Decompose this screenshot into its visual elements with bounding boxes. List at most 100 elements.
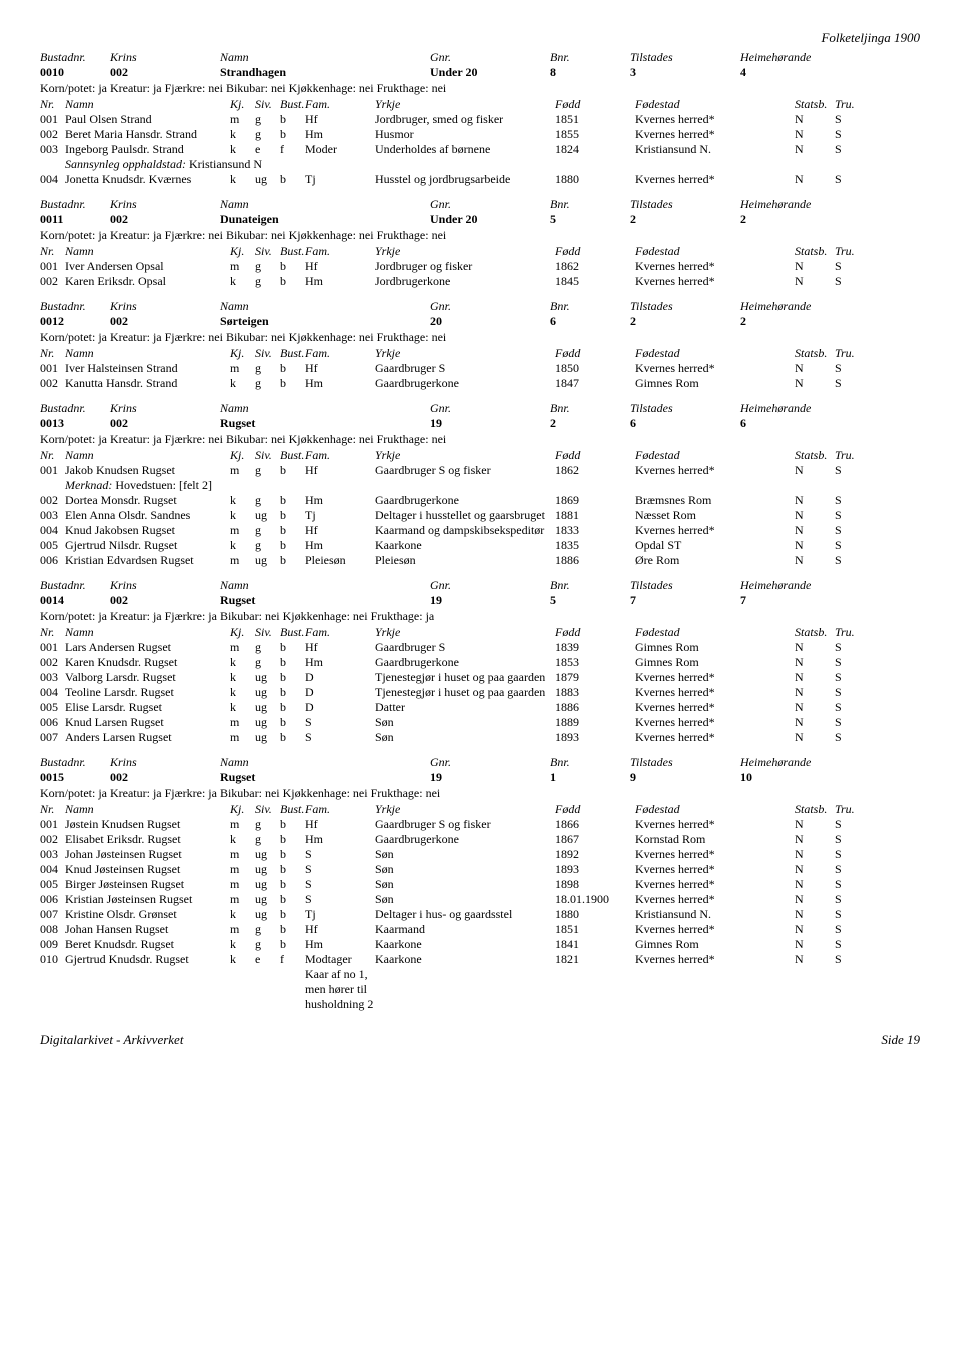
person-namn: Knud Jakobsen Rugset — [65, 523, 230, 538]
label-siv: Siv. — [255, 244, 280, 259]
person-tru: S — [835, 493, 860, 508]
person-kj: m — [230, 892, 255, 907]
person-fam: Hf — [305, 640, 375, 655]
person-fodestad: Kvernes herred* — [635, 172, 795, 187]
person-siv: ug — [255, 685, 280, 700]
val-bnr: 6 — [550, 314, 630, 329]
person-bust: b — [280, 817, 305, 832]
person-fodestad: Gimnes Rom — [635, 640, 795, 655]
person-fam: Hf — [305, 817, 375, 832]
person-fodd: 1893 — [555, 862, 635, 877]
label-krins: Krins — [110, 755, 220, 770]
person-kj: m — [230, 523, 255, 538]
person-namn: Iver Halsteinsen Strand — [65, 361, 230, 376]
label-namn: Namn — [220, 401, 430, 416]
person-tru: S — [835, 274, 860, 289]
person-header-labels: Nr.NamnKj.Siv.Bust.Fam.YrkjeFøddFødestad… — [40, 448, 920, 463]
val-tilstades: 2 — [630, 212, 740, 227]
person-kj: m — [230, 463, 255, 478]
person-fodestad: Kvernes herred* — [635, 700, 795, 715]
person-fodd: 1881 — [555, 508, 635, 523]
person-row: 001Jakob Knudsen RugsetmgbHfGaardbruger … — [40, 463, 920, 478]
person-row: 006Knud Larsen RugsetmugbSSøn1889Kvernes… — [40, 715, 920, 730]
person-statsb: N — [795, 274, 835, 289]
label-gnr: Gnr. — [430, 50, 550, 65]
person-row: 005Gjertrud Nilsdr. RugsetkgbHmKaarkone1… — [40, 538, 920, 553]
person-tru: S — [835, 376, 860, 391]
person-bust: b — [280, 670, 305, 685]
label-bustnr: Bustadnr. — [40, 197, 110, 212]
val-gnr: 20 — [430, 314, 550, 329]
person-fodestad: Opdal ST — [635, 538, 795, 553]
person-kj: m — [230, 715, 255, 730]
label-fodd: Fødd — [555, 448, 635, 463]
person-namn: Gjertrud Nilsdr. Rugset — [65, 538, 230, 553]
person-siv: e — [255, 142, 280, 157]
person-fodestad: Kvernes herred* — [635, 112, 795, 127]
person-fam: Hm — [305, 655, 375, 670]
label-siv: Siv. — [255, 625, 280, 640]
label-gnr: Gnr. — [430, 755, 550, 770]
person-nr: 003 — [40, 508, 65, 523]
person-namn: Valborg Larsdr. Rugset — [65, 670, 230, 685]
person-tru: S — [835, 832, 860, 847]
val-krins: 002 — [110, 212, 220, 227]
person-nr: 001 — [40, 259, 65, 274]
person-kj: k — [230, 172, 255, 187]
person-fam: S — [305, 730, 375, 745]
person-row: 004Knud Jøsteinsen RugsetmugbSSøn1893Kve… — [40, 862, 920, 877]
person-fam: Hm — [305, 937, 375, 952]
person-bust: b — [280, 907, 305, 922]
val-bustnr: 0013 — [40, 416, 110, 431]
val-bustnr: 0010 — [40, 65, 110, 80]
person-statsb: N — [795, 376, 835, 391]
person-nr: 004 — [40, 862, 65, 877]
person-namn: Jøstein Knudsen Rugset — [65, 817, 230, 832]
household-header-values: 0010002StrandhagenUnder 20834 — [40, 65, 920, 80]
person-yrkje: Kaarmand — [375, 922, 555, 937]
person-yrkje: Deltager i husstellet og gaarsbruget — [375, 508, 555, 523]
person-fam: S — [305, 715, 375, 730]
label-nr: Nr. — [40, 244, 65, 259]
person-yrkje: Tjenestegjør i huset og paa gaarden — [375, 685, 555, 700]
household: Bustadnr.KrinsNamnGnr.Bnr.TilstadesHeime… — [40, 755, 920, 1012]
person-tru: S — [835, 862, 860, 877]
person-row: 002Karen Eriksdr. OpsalkgbHmJordbrugerko… — [40, 274, 920, 289]
person-fodestad: Kvernes herred* — [635, 715, 795, 730]
person-statsb: N — [795, 538, 835, 553]
person-bust: b — [280, 700, 305, 715]
label-bnr: Bnr. — [550, 755, 630, 770]
person-fodd: 1880 — [555, 907, 635, 922]
label-bustnr: Bustadnr. — [40, 299, 110, 314]
person-namn: Kristine Olsdr. Grønset — [65, 907, 230, 922]
person-statsb: N — [795, 817, 835, 832]
person-nr: 004 — [40, 523, 65, 538]
person-kj: k — [230, 655, 255, 670]
person-kj: k — [230, 274, 255, 289]
person-fam: Hf — [305, 361, 375, 376]
label-gnr: Gnr. — [430, 197, 550, 212]
person-fam: Tj — [305, 508, 375, 523]
person-row: 003Elen Anna Olsdr. SandneskugbTjDeltage… — [40, 508, 920, 523]
person-kj: m — [230, 112, 255, 127]
person-bust: b — [280, 538, 305, 553]
person-siv: g — [255, 937, 280, 952]
korn-line: Korn/potet: ja Kreatur: ja Fjærkre: nei … — [40, 81, 920, 96]
person-siv: g — [255, 817, 280, 832]
label-fodestad: Fødestad — [635, 346, 795, 361]
person-bust: b — [280, 922, 305, 937]
label-yrkje: Yrkje — [375, 625, 555, 640]
household: Bustadnr.KrinsNamnGnr.Bnr.TilstadesHeime… — [40, 50, 920, 187]
person-fodestad: Kvernes herred* — [635, 892, 795, 907]
person-yrkje: Gaardbruger S — [375, 361, 555, 376]
person-namn: Birger Jøsteinsen Rugset — [65, 877, 230, 892]
person-fodestad: Kvernes herred* — [635, 862, 795, 877]
person-siv: ug — [255, 172, 280, 187]
label-krins: Krins — [110, 578, 220, 593]
label-statsb: Statsb. — [795, 625, 835, 640]
person-kj: k — [230, 670, 255, 685]
label-statsb: Statsb. — [795, 97, 835, 112]
person-fam: D — [305, 700, 375, 715]
label-fam: Fam. — [305, 97, 375, 112]
val-krins: 002 — [110, 416, 220, 431]
